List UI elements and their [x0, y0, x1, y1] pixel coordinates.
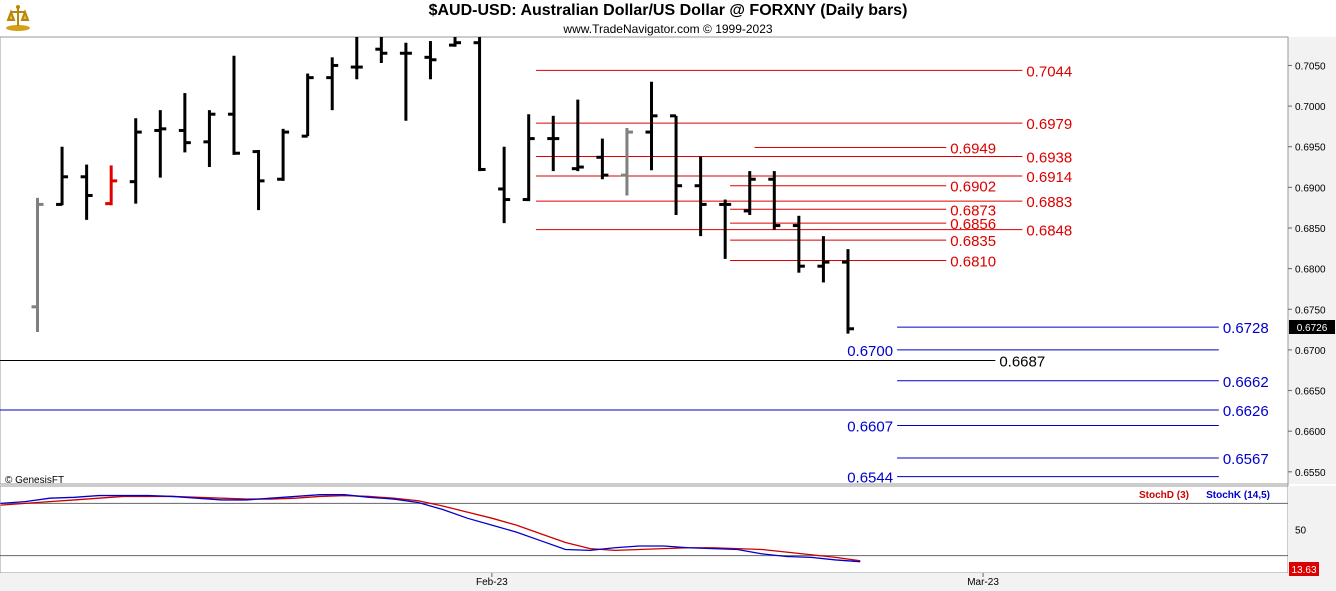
price-level-label: 0.6687	[999, 353, 1045, 370]
price-tick-label: 0.6750	[1295, 305, 1326, 316]
price-tick-label: 0.7050	[1295, 61, 1326, 72]
price-axis	[1288, 37, 1336, 484]
price-bar	[792, 215, 805, 273]
last-price-badge: 0.6726	[1289, 320, 1335, 334]
price-level-label: 0.6856	[950, 216, 996, 233]
price-bar	[56, 146, 69, 206]
price-level-label: 0.7044	[1026, 63, 1072, 80]
price-bar	[620, 128, 633, 196]
price-bar	[277, 128, 290, 181]
stochastic-axis	[1288, 486, 1336, 573]
price-tick-label: 0.6900	[1295, 183, 1326, 194]
chart-header: $AUD-USD: Australian Dollar/US Dollar @ …	[0, 0, 1336, 37]
price-bar	[547, 115, 560, 172]
price-bar	[227, 55, 240, 155]
last-stoch-badge: 13.63	[1289, 562, 1319, 576]
date-tick-label: Mar-23	[967, 577, 999, 588]
price-bar	[645, 81, 658, 171]
price-bar	[743, 171, 756, 215]
price-bar	[596, 138, 609, 180]
trade-navigator-logo-icon	[6, 5, 30, 31]
legend-stochk: StochK (14,5)	[1206, 490, 1270, 501]
price-level-label: 0.6544	[847, 470, 893, 487]
price-level-label: 0.6700	[847, 343, 893, 360]
price-tick-label: 0.6650	[1295, 387, 1326, 398]
price-bar	[473, 37, 486, 172]
price-bar	[522, 114, 535, 202]
price-level-label: 0.6949	[950, 141, 996, 158]
price-bar	[670, 114, 683, 215]
price-bar	[375, 37, 388, 64]
price-bar	[719, 199, 732, 259]
price-level-label: 0.6902	[950, 179, 996, 196]
price-bar	[694, 156, 707, 237]
price-tick-label: 0.6700	[1295, 346, 1326, 357]
stoch-series-line	[0, 494, 861, 563]
price-bar	[841, 249, 854, 334]
price-level-label: 0.6607	[847, 418, 893, 435]
price-bar	[105, 165, 118, 206]
legend-stochd: StochD (3)	[1139, 490, 1189, 501]
price-bar	[449, 37, 462, 47]
price-bar	[31, 197, 44, 333]
price-bar	[571, 99, 584, 172]
price-level-label: 0.6662	[1223, 374, 1269, 391]
price-bar	[768, 171, 781, 230]
chart-subtitle: www.TradeNavigator.com © 1999-2023	[563, 22, 773, 36]
last-price-label: 0.6726	[1297, 323, 1328, 334]
stoch-series-line	[0, 494, 861, 562]
price-bar	[129, 118, 142, 204]
price-level-label: 0.6979	[1026, 116, 1072, 133]
price-tick-label: 0.6800	[1295, 265, 1326, 276]
date-axis	[0, 573, 1336, 591]
stoch-tick-label: 50	[1295, 526, 1307, 537]
price-bar	[252, 149, 265, 211]
price-level-label: 0.6848	[1026, 223, 1072, 240]
price-bar	[178, 93, 191, 153]
price-tick-label: 0.6950	[1295, 143, 1326, 154]
price-bar	[817, 236, 830, 283]
price-level-label: 0.6567	[1223, 451, 1269, 468]
price-bar	[301, 73, 314, 138]
price-bar	[203, 110, 216, 168]
price-level-label: 0.6810	[950, 254, 996, 271]
price-bar	[80, 164, 93, 220]
price-level-label: 0.6883	[1026, 194, 1072, 211]
last-stoch-label: 13.63	[1291, 565, 1316, 576]
price-tick-label: 0.6550	[1295, 468, 1326, 479]
price-level-label: 0.6626	[1223, 403, 1269, 420]
price-level-label: 0.6938	[1026, 149, 1072, 166]
price-tick-label: 0.6850	[1295, 224, 1326, 235]
price-bar	[424, 41, 437, 80]
price-bar	[154, 110, 167, 178]
price-plot-area	[0, 36, 1289, 485]
price-level-label: 0.6728	[1223, 320, 1269, 337]
price-level-label: 0.6873	[950, 202, 996, 219]
price-bar	[399, 42, 412, 121]
price-tick-label: 0.7000	[1295, 102, 1326, 113]
stochastic-panel	[0, 485, 1289, 574]
price-level-label: 0.6914	[1026, 169, 1072, 186]
price-tick-label: 0.6600	[1295, 427, 1326, 438]
price-level-label: 0.6835	[950, 233, 996, 250]
price-bar	[326, 57, 339, 111]
date-tick-label: Feb-23	[476, 577, 508, 588]
price-bar	[350, 37, 363, 80]
price-bar	[498, 146, 511, 224]
copyright-label: © GenesisFT	[5, 475, 64, 486]
chart-title: $AUD-USD: Australian Dollar/US Dollar @ …	[428, 2, 908, 19]
